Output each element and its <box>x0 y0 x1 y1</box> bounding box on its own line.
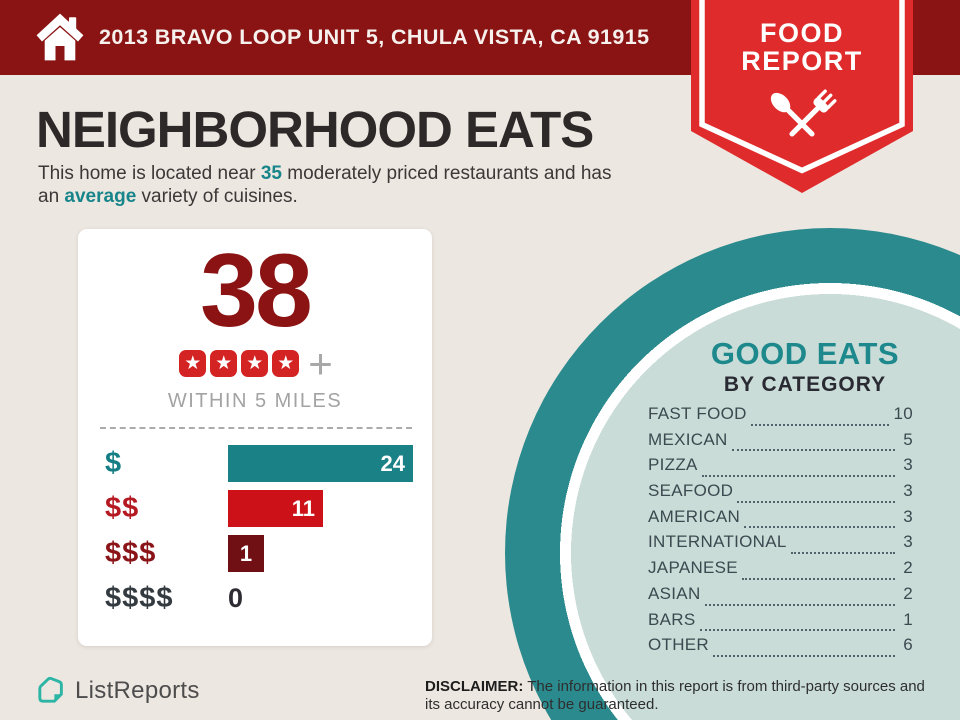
category-count: 3 <box>903 455 913 475</box>
listreports-house-icon <box>38 676 63 703</box>
good-eats-heading: GOOD EATS BY CATEGORY <box>645 336 960 397</box>
price-bar-value: 24 <box>380 450 405 476</box>
category-count: 2 <box>903 583 913 603</box>
category-label: MEXICAN <box>648 429 728 449</box>
restaurant-stats-card: 38 ★ ★ ★ ★ + WITHIN 5 MILES $ 24 $$ 11 $$$ 1… <box>78 229 432 646</box>
total-restaurant-count: 38 <box>200 233 313 349</box>
listreports-logo: ListReports <box>34 674 200 707</box>
star-rating: ★ ★ ★ ★ + <box>78 340 432 387</box>
category-count: 6 <box>903 635 913 655</box>
yelp-star-icon: ★ <box>210 350 238 377</box>
category-row: OTHER 6 <box>648 635 913 661</box>
dotted-leader <box>750 423 890 426</box>
category-row: ASIAN 2 <box>648 584 913 610</box>
category-label: PIZZA <box>648 455 698 475</box>
radius-label: WITHIN 5 MILES <box>167 390 343 412</box>
dotted-leader <box>699 629 895 632</box>
bar-track: 11 <box>228 490 413 527</box>
page-title: NEIGHBORHOOD EATS <box>36 101 594 158</box>
category-row: JAPANESE 2 <box>648 558 913 584</box>
price-bar-row: $$$$ 0 <box>105 580 413 617</box>
bar-track: 1 <box>228 535 413 572</box>
category-label: BARS <box>648 609 696 629</box>
price-bar-row: $$$ 1 <box>105 535 413 572</box>
price-level-label: $$ <box>105 492 140 524</box>
category-count: 3 <box>903 532 913 552</box>
good-eats-subtitle: BY CATEGORY <box>723 373 887 396</box>
price-bar-row: $ 24 <box>105 445 413 482</box>
yelp-star-icon: ★ <box>272 350 300 377</box>
property-address: 2013 BRAVO LOOP UNIT 5, CHULA VISTA, CA … <box>99 25 650 49</box>
page-subtitle: This home is located near 35 moderately … <box>38 163 612 207</box>
price-bar-row: $$ 11 <box>105 490 413 527</box>
dotted-leader <box>737 500 895 503</box>
category-list: FAST FOOD 10 MEXICAN 5 PIZZA 3 SEAFOOD 3… <box>648 404 913 661</box>
dashed-divider <box>100 427 412 429</box>
category-count: 1 <box>903 609 913 629</box>
category-count: 3 <box>903 506 913 526</box>
category-row: SEAFOOD 3 <box>648 481 913 507</box>
dotted-leader <box>704 603 895 606</box>
bar-track: 24 <box>228 445 413 482</box>
dotted-leader <box>701 475 895 478</box>
price-level-label: $ <box>105 447 123 479</box>
badge-title-line1: FOOD <box>760 18 844 48</box>
price-bar: 11 <box>228 490 323 527</box>
plus-sign: + <box>308 340 333 387</box>
category-label: AMERICAN <box>648 506 741 526</box>
category-label: ASIAN <box>648 583 701 603</box>
category-count: 3 <box>903 481 913 501</box>
price-level-bar-chart: $ 24 $$ 11 $$$ 1 $$$$ 0 <box>105 445 413 625</box>
category-row: FAST FOOD 10 <box>648 404 913 430</box>
price-bar-value: 0 <box>228 583 244 613</box>
good-eats-title: GOOD EATS <box>710 336 900 371</box>
dotted-leader <box>713 654 895 657</box>
category-count: 2 <box>903 558 913 578</box>
dotted-leader <box>741 577 895 580</box>
brand-name: ListReports <box>75 676 200 704</box>
price-bar-value: 11 <box>291 495 315 521</box>
category-label: INTERNATIONAL <box>648 532 787 552</box>
category-label: JAPANESE <box>648 558 738 578</box>
category-count: 10 <box>893 404 913 423</box>
price-bar: 24 <box>228 445 413 482</box>
variety-highlight: average <box>64 186 137 207</box>
category-row: PIZZA 3 <box>648 455 913 481</box>
bar-track: 0 <box>228 580 413 617</box>
category-label: OTHER <box>648 635 709 655</box>
dotted-leader <box>731 449 895 452</box>
category-row: BARS 1 <box>648 610 913 636</box>
category-label: SEAFOOD <box>648 481 734 501</box>
category-label: FAST FOOD <box>648 404 747 423</box>
category-row: MEXICAN 5 <box>648 430 913 456</box>
yelp-star-icon: ★ <box>241 350 269 377</box>
price-level-label: $$$$ <box>105 582 174 614</box>
crossed-utensils-icon <box>770 89 837 137</box>
disclaimer-text: DISCLAIMER: The information in this repo… <box>425 678 925 713</box>
price-level-label: $$$ <box>105 537 157 569</box>
category-count: 5 <box>903 429 913 449</box>
category-row: AMERICAN 3 <box>648 507 913 533</box>
dotted-leader <box>790 552 895 555</box>
yelp-star-icon: ★ <box>179 350 207 377</box>
food-report-badge: FOOD REPORT <box>691 0 913 194</box>
category-row: INTERNATIONAL 3 <box>648 532 913 558</box>
restaurant-count-highlight: 35 <box>260 163 282 184</box>
price-bar: 1 <box>228 535 264 572</box>
badge-title-line2: REPORT <box>741 46 863 76</box>
home-icon <box>36 13 84 61</box>
dotted-leader <box>744 526 895 529</box>
price-bar-value: 1 <box>239 540 253 566</box>
